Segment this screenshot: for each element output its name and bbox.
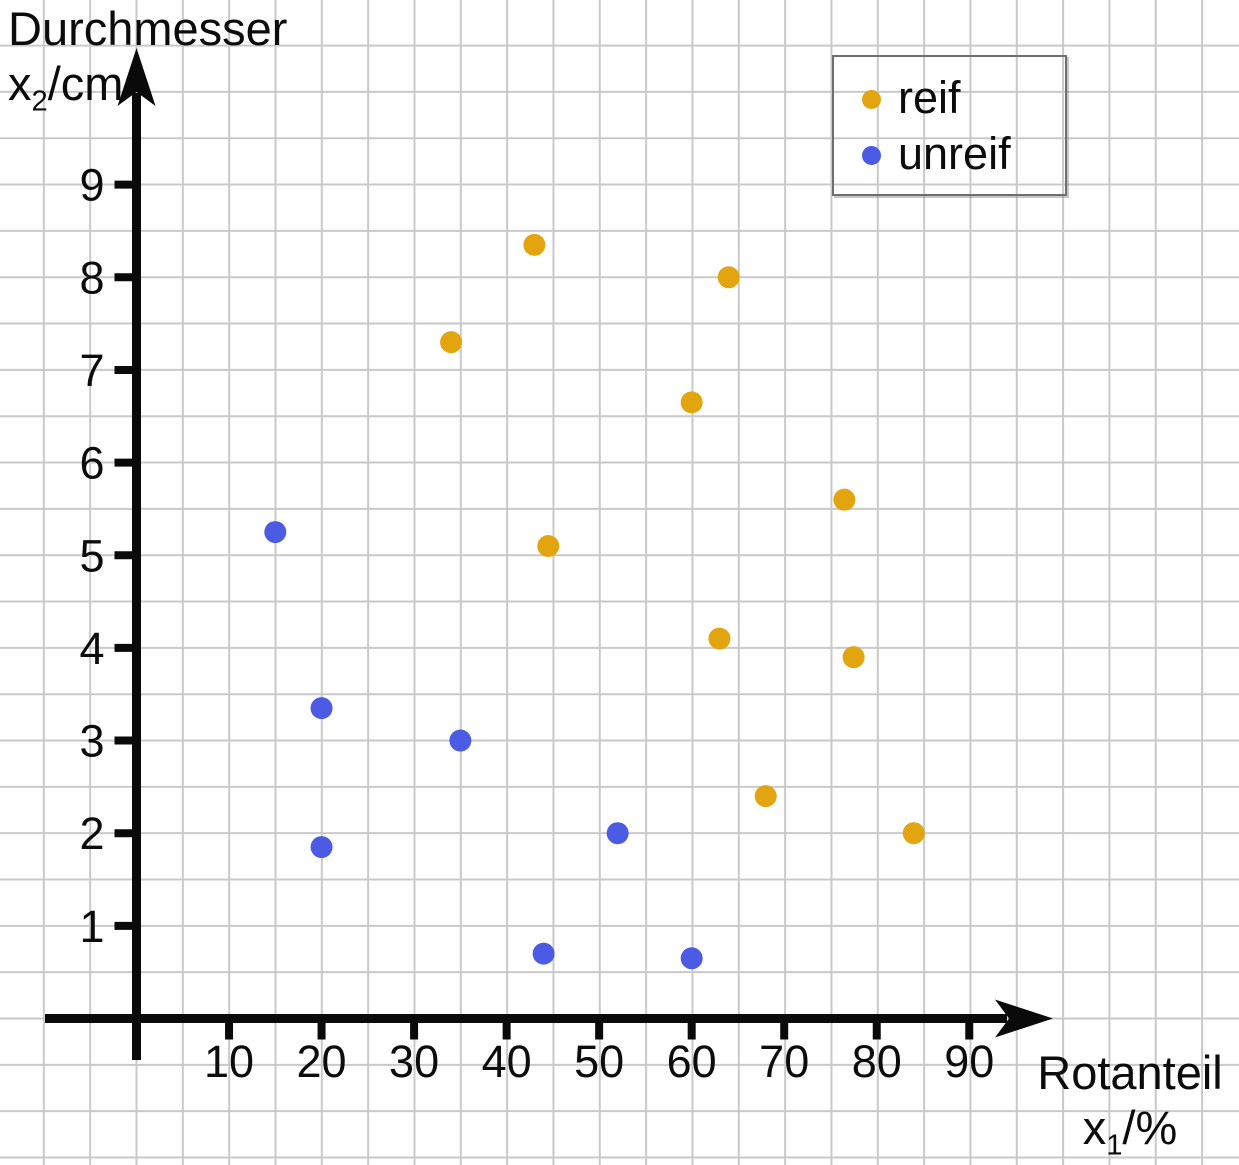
y-tick-label: 8 [79,252,104,303]
x-tick-label: 30 [389,1036,439,1087]
data-point-reif [440,331,463,354]
data-point-unreif [264,521,287,544]
y-tick-labels: 1 2 3 4 5 6 7 8 9 [79,160,104,952]
x-axis-title-line1: Rotanteil [1037,1046,1223,1099]
legend: reif unreif [832,55,1067,196]
x-axis-var: x [1082,1100,1107,1154]
y-tick-label: 2 [79,808,104,859]
y-tick-label: 7 [79,345,104,396]
data-point-reif [717,266,740,289]
data-point-unreif [449,729,472,752]
x-tick-label: 50 [574,1036,624,1087]
y-tick-label: 6 [79,438,104,489]
x-tick-label: 40 [482,1036,532,1087]
data-point-unreif [310,697,333,720]
reif-dot-icon [862,89,881,109]
axis-arrowheads [117,48,1053,1038]
axes [45,93,1007,1060]
y-tick-label: 9 [79,160,104,211]
unreif-dot-icon [862,145,881,165]
legend-label-unreif: unreif [898,127,1011,179]
x-axis-title-line2: x1/% [1025,1101,1235,1163]
legend-item-unreif: unreif [862,131,1011,176]
y-tick-label: 3 [79,716,104,767]
data-point-reif [842,646,865,669]
data-point-reif [708,627,731,650]
x-tick-labels: 10 20 30 40 50 60 70 80 90 [204,1036,994,1087]
y-axis-sub: 2 [31,84,48,117]
data-point-reif [523,233,546,256]
series-reif [440,233,925,845]
x-axis-sub: 1 [1106,1128,1123,1161]
y-axis-title-line2: x2/cm [8,57,287,119]
y-tick-label: 5 [79,530,104,581]
y-tick-label: 1 [79,901,104,952]
data-point-unreif [532,942,555,965]
y-tick-label: 4 [79,623,104,674]
data-point-reif [537,534,560,557]
series-unreif [264,521,703,970]
x-tick-label: 90 [944,1036,994,1087]
data-point-reif [680,391,703,414]
x-axis-unit: /% [1122,1100,1178,1154]
data-point-reif [833,488,856,511]
x-tick-label: 80 [852,1036,902,1087]
x-axis-title: Rotanteil x1/% [1025,1046,1235,1163]
tick-marks [114,180,974,1040]
y-axis-title-line1: Durchmesser [8,2,288,55]
x-tick-label: 20 [297,1036,347,1087]
x-tick-label: 60 [667,1036,717,1087]
x-tick-label: 70 [759,1036,809,1087]
data-point-unreif [310,836,333,859]
data-point-unreif [606,822,629,845]
data-point-unreif [680,947,703,970]
x-tick-label: 10 [204,1036,254,1087]
legend-item-reif: reif [862,75,961,120]
y-axis-var: x [8,56,32,110]
data-point-reif [902,822,925,845]
data-point-reif [754,785,777,808]
legend-label-reif: reif [898,71,961,123]
y-axis-unit: /cm [47,56,124,110]
y-axis-title: Durchmesser x2/cm [8,2,287,119]
